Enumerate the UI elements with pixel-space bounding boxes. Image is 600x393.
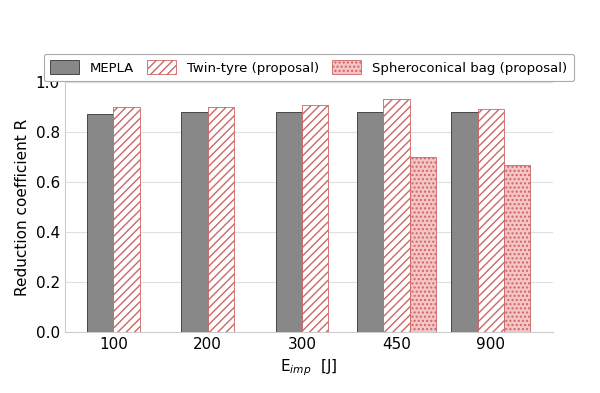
X-axis label: E$_{imp}$  [J]: E$_{imp}$ [J]: [280, 357, 337, 378]
Y-axis label: Reduction coefficient R: Reduction coefficient R: [15, 118, 30, 296]
Bar: [275, 112, 302, 332]
Bar: [478, 109, 504, 332]
Legend: MEPLA, Twin-tyre (proposal), Spheroconical bag (proposal): MEPLA, Twin-tyre (proposal), Spheroconic…: [44, 54, 574, 81]
Bar: [357, 112, 383, 332]
Bar: [113, 107, 140, 332]
Bar: [383, 99, 410, 332]
Bar: [181, 112, 208, 332]
Bar: [87, 114, 113, 332]
Bar: [410, 157, 436, 332]
Bar: [451, 112, 478, 332]
Bar: [208, 107, 234, 332]
Bar: [504, 165, 530, 332]
Bar: [302, 105, 328, 332]
